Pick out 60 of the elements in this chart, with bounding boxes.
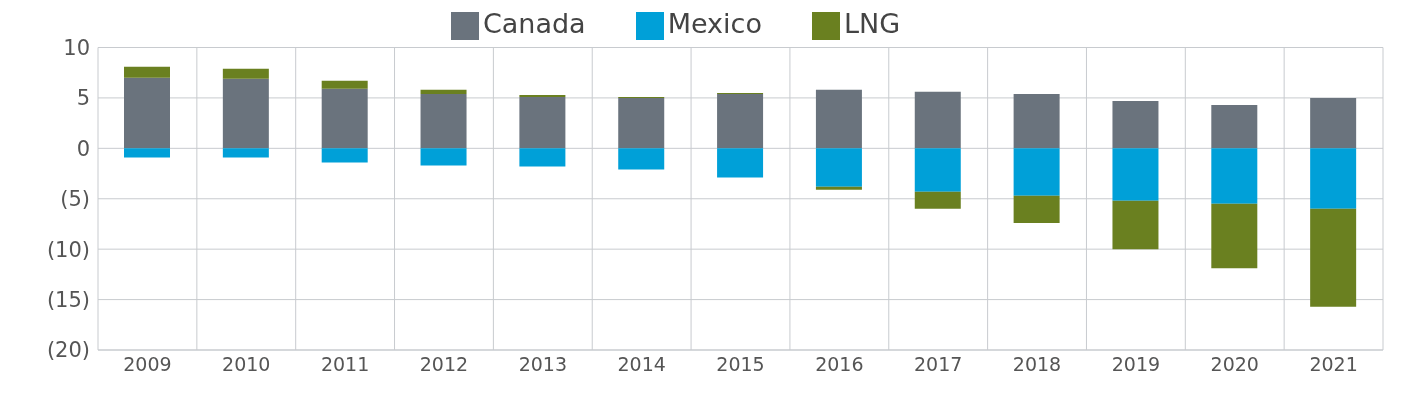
x-tick-label: 2020: [1210, 353, 1259, 376]
x-tick-label: 2016: [815, 353, 864, 376]
bar: [321, 88, 368, 149]
bar: [717, 148, 764, 178]
legend-label: Mexico: [667, 8, 762, 39]
bar: [914, 91, 961, 149]
y-tick-label: 5: [76, 86, 90, 111]
bar: [222, 148, 269, 158]
y-tick-label: 10: [63, 35, 90, 60]
x-tick-label: 2019: [1111, 353, 1161, 376]
y-tick-label: (10): [46, 237, 90, 262]
bar: [222, 68, 269, 79]
bar: [321, 148, 368, 163]
legend-label: Canada: [482, 8, 586, 39]
bar: [1211, 148, 1258, 204]
bar: [1112, 200, 1159, 250]
bar: [1013, 148, 1060, 196]
bar: [914, 191, 961, 209]
x-tick-label: 2009: [123, 353, 172, 376]
bar: [1112, 100, 1159, 149]
y-tick-label: (20): [46, 338, 90, 363]
x-tick-label: 2018: [1012, 353, 1062, 376]
bar: [124, 77, 170, 149]
x-tick-label: 2012: [419, 353, 469, 376]
x-tick-label: 2013: [518, 353, 567, 376]
x-tick-label: 2014: [617, 353, 666, 376]
x-tick-label: 2010: [222, 353, 271, 376]
bar: [222, 78, 269, 149]
y-tick-label: (15): [46, 288, 90, 313]
bar: [618, 148, 665, 170]
y-tick-label: 0: [76, 136, 90, 161]
bar: [420, 93, 467, 149]
bar: [1310, 208, 1357, 307]
legend-label: LNG: [843, 8, 901, 39]
y-tick-label: (5): [60, 187, 90, 212]
bar: [124, 66, 170, 78]
bar: [321, 80, 368, 89]
bar: [618, 97, 665, 149]
x-tick-label: 2021: [1309, 353, 1358, 376]
x-tick-label: 2015: [716, 353, 765, 376]
bar: [1211, 203, 1258, 269]
bar: [717, 93, 764, 149]
bar: [1013, 195, 1060, 223]
bar: [914, 148, 961, 192]
bar: [519, 96, 566, 149]
bar: [420, 148, 467, 166]
bar: [1211, 104, 1258, 149]
bar: [1112, 148, 1159, 201]
bar: [519, 148, 566, 167]
bar: [815, 89, 862, 149]
bar: [1013, 93, 1060, 149]
x-tick-label: 2011: [320, 353, 370, 376]
bar: [519, 94, 566, 97]
x-tick-label: 2017: [914, 353, 963, 376]
bar: [815, 186, 862, 190]
bar: [420, 89, 467, 94]
bar: [815, 148, 862, 187]
bar: [1310, 148, 1357, 209]
bar: [124, 148, 170, 158]
bar: [1310, 97, 1357, 149]
